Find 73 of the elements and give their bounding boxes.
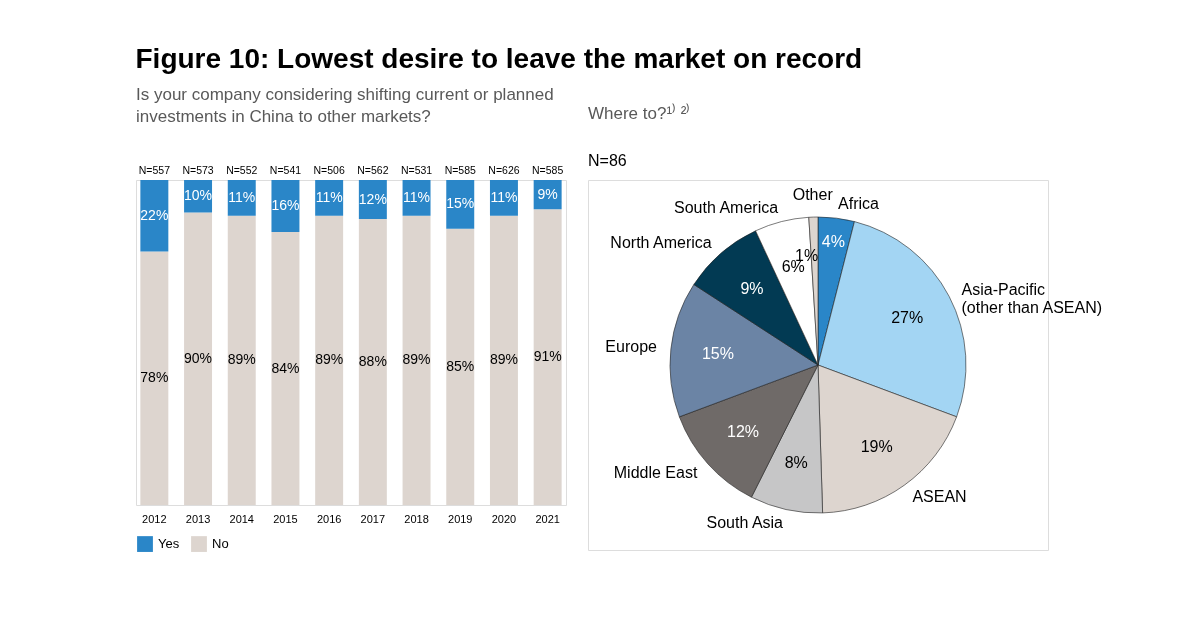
slice-label: North America bbox=[610, 233, 712, 251]
bar bbox=[140, 180, 169, 252]
data-label: 90% bbox=[184, 349, 213, 366]
slice-label: Other bbox=[792, 186, 834, 204]
data-label: 88% bbox=[358, 353, 387, 369]
data-label: 15% bbox=[701, 345, 734, 363]
bar bbox=[271, 232, 300, 505]
slice-label: Europe bbox=[605, 338, 658, 356]
x-tick-label: 2019 bbox=[448, 512, 473, 525]
slice-label: Middle East bbox=[613, 464, 698, 482]
annotation: N=573 bbox=[182, 164, 214, 176]
chart-title: Figure 10: Lowest desire to leave the market on record bbox=[135, 42, 863, 74]
annotation: N=552 bbox=[226, 164, 258, 176]
data-label: 84% bbox=[271, 359, 300, 376]
data-label: 4% bbox=[821, 232, 845, 250]
legend-label: No bbox=[212, 536, 229, 552]
bar bbox=[358, 219, 387, 505]
x-tick-label: 2018 bbox=[404, 512, 429, 525]
bar bbox=[402, 215, 431, 505]
legend-label: Yes bbox=[158, 536, 180, 552]
annotation: N=626 bbox=[488, 164, 520, 176]
data-label: 15% bbox=[446, 195, 475, 212]
data-label: 9% bbox=[537, 185, 558, 202]
data-label: 89% bbox=[315, 351, 344, 368]
slice-label: Asia-Pacific (other than ASEAN) bbox=[961, 280, 1103, 316]
bar bbox=[533, 209, 562, 505]
annotation: N=541 bbox=[269, 164, 302, 176]
x-tick-label: 2013 bbox=[185, 512, 211, 525]
data-label: 11% bbox=[403, 188, 431, 205]
slice-label: Africa bbox=[838, 195, 880, 213]
bar bbox=[227, 215, 256, 505]
data-label: 12% bbox=[727, 423, 760, 441]
bar bbox=[489, 215, 518, 505]
annotation: N=557 bbox=[138, 164, 171, 176]
bar bbox=[315, 215, 344, 505]
data-label: 16% bbox=[271, 197, 300, 213]
annotation: N=506 bbox=[313, 164, 345, 176]
data-label: 89% bbox=[227, 351, 256, 368]
chart-subtitle: Is your company considering shifting current or planned investments in China to other markets? bbox=[136, 85, 554, 126]
annotation: N=531 bbox=[400, 164, 433, 176]
annotation: N=585 bbox=[444, 164, 477, 176]
bar bbox=[446, 228, 475, 505]
data-label: 27% bbox=[891, 309, 924, 327]
annotation: N=585 bbox=[532, 164, 564, 176]
data-label: 10% bbox=[184, 187, 213, 204]
chart-subtitle: N=86 bbox=[588, 152, 627, 169]
slice-label: South Asia bbox=[706, 514, 784, 532]
bar bbox=[184, 212, 213, 505]
data-label: 85% bbox=[446, 357, 475, 374]
x-tick-label: 2016 bbox=[316, 512, 342, 525]
data-label: 89% bbox=[489, 351, 518, 368]
slice-label: ASEAN bbox=[912, 487, 967, 505]
data-label: 89% bbox=[402, 351, 431, 368]
data-label: 11% bbox=[228, 188, 256, 205]
data-label: 8% bbox=[784, 454, 808, 472]
annotation: N=562 bbox=[357, 164, 389, 176]
data-label: 9% bbox=[740, 280, 764, 298]
chart-title: Where to?¹⁾ ²⁾ bbox=[588, 103, 691, 123]
x-tick-label: 2015 bbox=[273, 512, 298, 525]
x-tick-label: 2021 bbox=[535, 512, 560, 525]
data-label: 19% bbox=[860, 437, 893, 455]
x-tick-label: 2017 bbox=[360, 512, 386, 525]
x-tick-label: 2020 bbox=[491, 512, 517, 525]
data-label: 11% bbox=[315, 188, 343, 205]
x-tick-label: 2014 bbox=[229, 512, 254, 525]
bar bbox=[140, 251, 169, 505]
data-label: 91% bbox=[533, 348, 562, 365]
data-label: 22% bbox=[140, 206, 169, 223]
data-label: 78% bbox=[140, 369, 169, 386]
data-label: 12% bbox=[358, 190, 387, 207]
x-tick-label: 2012 bbox=[142, 512, 167, 525]
slice-label: South America bbox=[674, 198, 779, 216]
data-label: 11% bbox=[490, 188, 518, 205]
